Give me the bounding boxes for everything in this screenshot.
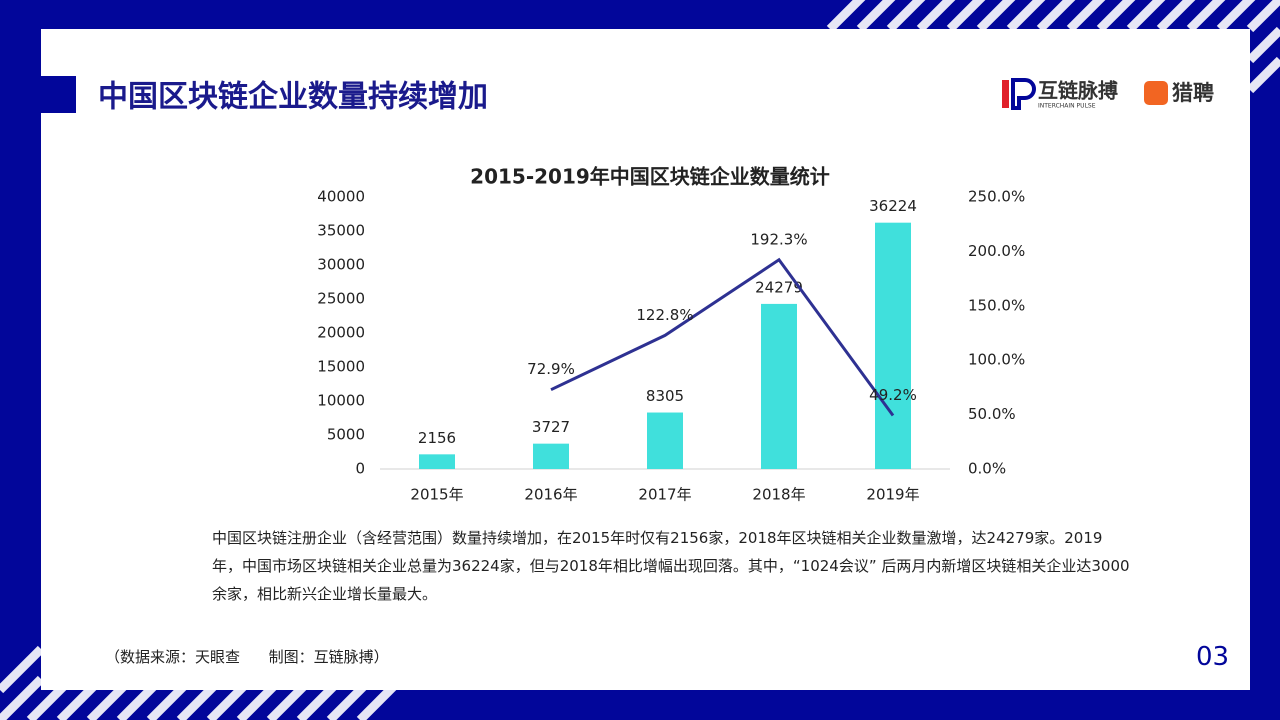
data-label: 192.3%	[750, 230, 807, 248]
y-tick-label: 35000	[317, 222, 365, 240]
y2-tick-label: 0.0%	[968, 460, 1006, 478]
x-tick-label: 2016年	[524, 486, 577, 504]
bar	[419, 454, 455, 469]
bar	[875, 222, 911, 469]
slide-title: 中国区块链企业数量持续增加	[98, 80, 488, 115]
y2-tick-label: 200.0%	[968, 242, 1025, 260]
y-tick-label: 5000	[327, 426, 365, 444]
y-tick-label: 10000	[317, 392, 365, 410]
chart-title: 2015-2019年中国区块链企业数量统计	[470, 165, 830, 189]
line	[550, 257, 895, 417]
x-tick-label: 2017年	[638, 486, 691, 504]
data-label: 8305	[646, 387, 684, 405]
y-tick-label: 0	[355, 460, 365, 478]
body-text: 中国区块链注册企业（含经营范围）数量持续增加，在2015年时仅有2156家，20…	[212, 529, 1130, 603]
bar	[647, 412, 683, 469]
page-number: 03	[1196, 642, 1230, 672]
title-bar	[41, 76, 76, 113]
data-label: 2156	[418, 429, 456, 447]
y2-tick-label: 50.0%	[968, 405, 1016, 423]
logo2-name: 猎聘	[1172, 81, 1214, 105]
y2-tick-label: 100.0%	[968, 351, 1025, 369]
y-tick-label: 30000	[317, 256, 365, 274]
data-label: 3727	[532, 418, 570, 436]
y-tick-label: 40000	[317, 188, 365, 206]
bar	[533, 443, 569, 469]
y-tick-label: 25000	[317, 290, 365, 308]
panel	[41, 29, 1250, 690]
data-label: 36224	[869, 197, 917, 215]
y-tick-label: 20000	[317, 324, 365, 342]
data-label: 24279	[755, 278, 803, 296]
data-label: 72.9%	[527, 360, 575, 378]
logo: 互链脉搏 INTERCHAIN PULSE 猎聘	[1002, 78, 1214, 110]
y2-tick-label: 150.0%	[968, 296, 1025, 314]
bar	[761, 303, 797, 469]
data-label: 49.2%	[869, 386, 917, 404]
x-tick-label: 2019年	[866, 486, 919, 504]
x-tick-label: 2018年	[752, 486, 805, 504]
y2-tick-label: 250.0%	[968, 188, 1025, 206]
source: （数据来源：天眼查 制图：互链脉搏）	[105, 648, 389, 666]
logo-name: 互链脉搏	[1038, 79, 1118, 103]
logo-sub: INTERCHAIN PULSE	[1038, 103, 1096, 110]
x-tick-label: 2015年	[410, 486, 463, 504]
y-tick-label: 15000	[317, 358, 365, 376]
data-label: 122.8%	[636, 306, 693, 324]
